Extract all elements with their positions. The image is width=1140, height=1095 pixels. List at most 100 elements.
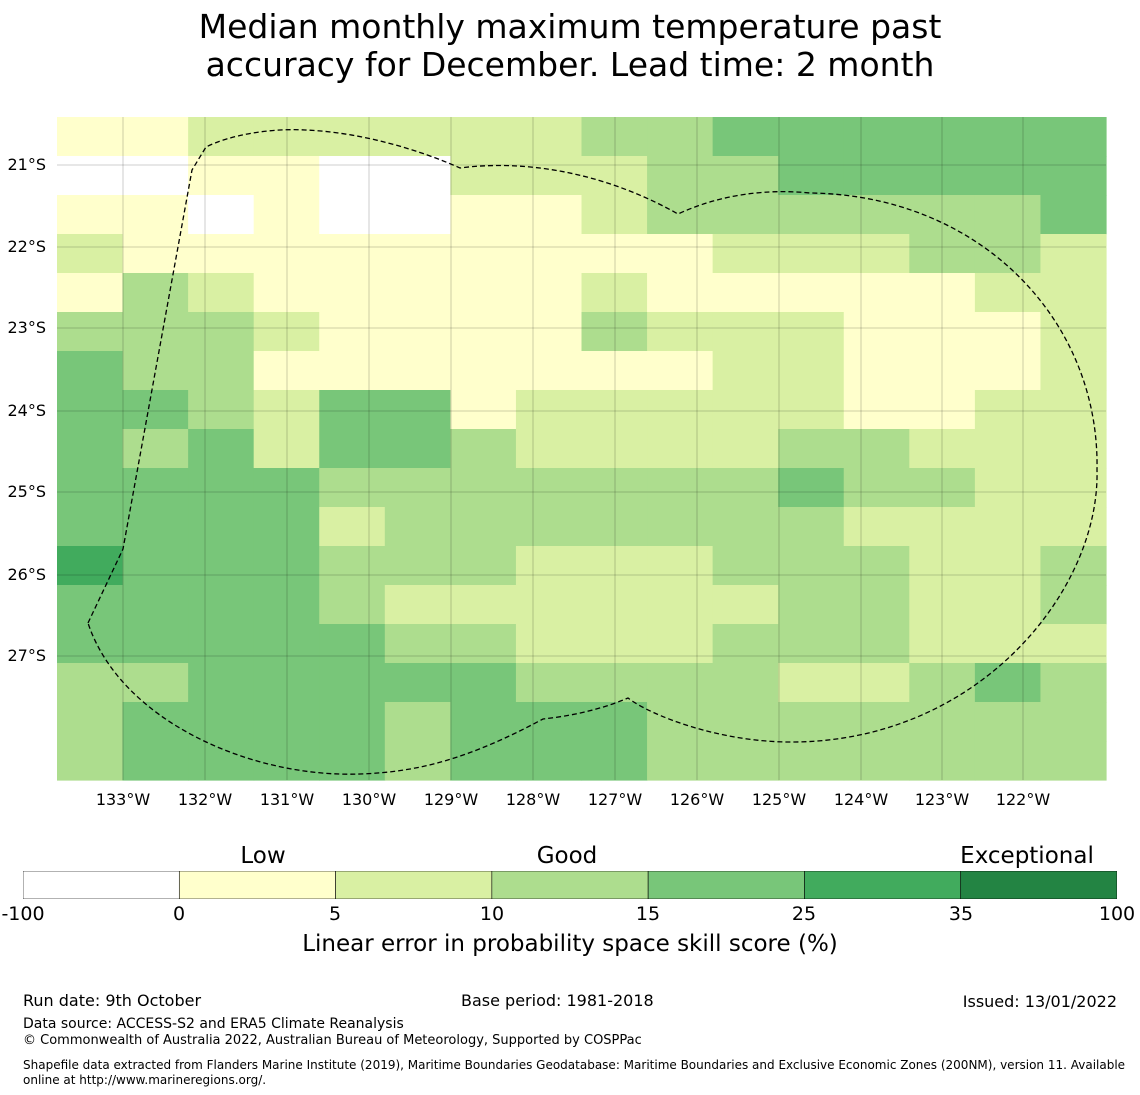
skill-cell [384, 585, 451, 625]
skill-cell [712, 195, 779, 235]
skill-cell [843, 195, 910, 235]
skill-cell [450, 273, 517, 313]
skill-cell [515, 351, 583, 391]
lon-label: 129°W [423, 790, 479, 809]
skill-cell [57, 741, 124, 781]
skill-cell [647, 507, 714, 547]
skill-cell [1040, 546, 1107, 586]
lon-label: 122°W [995, 790, 1051, 809]
skill-cell [974, 507, 1042, 547]
skill-cell [1040, 624, 1107, 664]
skill-cell [909, 273, 976, 313]
skill-cell [647, 156, 714, 196]
skill-cell [909, 195, 976, 235]
colorbar-tick: 10 [479, 903, 505, 925]
skill-cell [253, 195, 320, 235]
title-line-1: Median monthly maximum temperature past [198, 7, 942, 46]
skill-cell [647, 195, 714, 235]
skill-cell [909, 468, 976, 508]
skill-map [57, 117, 1107, 781]
skill-cell [515, 468, 583, 508]
skill-cell [909, 390, 976, 430]
skill-cell [188, 507, 255, 547]
skill-cell [778, 663, 845, 703]
skill-cell [909, 507, 976, 547]
skill-cell [712, 585, 779, 625]
skill-cell [57, 663, 124, 703]
lat-label: 26°S [7, 565, 46, 584]
skill-cell [778, 624, 845, 664]
skill-cell [1040, 663, 1107, 703]
skill-cell [319, 663, 386, 703]
skill-cell [57, 468, 124, 508]
skill-cell [253, 468, 320, 508]
lon-label: 126°W [669, 790, 725, 809]
skill-cell [581, 234, 648, 274]
skill-cell [57, 273, 124, 313]
colorbar-tick: 100 [1098, 903, 1136, 925]
data-source: Data source: ACCESS-S2 and ERA5 Climate … [23, 1016, 404, 1032]
colorbar-tick: -100 [1, 903, 45, 925]
skill-cell [515, 390, 583, 430]
skill-cell [253, 624, 320, 664]
skill-cell [319, 117, 386, 157]
skill-cell [843, 585, 910, 625]
skill-cell [122, 741, 189, 781]
skill-cell [122, 585, 189, 625]
skill-cell [843, 117, 910, 157]
skill-cell [384, 195, 451, 235]
skill-cell [778, 195, 845, 235]
skill-cell [515, 624, 583, 664]
skill-cell [712, 273, 779, 313]
lat-label: 27°S [7, 646, 46, 665]
skill-cell [909, 663, 976, 703]
skill-cell [974, 663, 1042, 703]
skill-cell [909, 585, 976, 625]
skill-cell [450, 351, 517, 391]
skill-cell [647, 546, 714, 586]
skill-cell [319, 156, 386, 196]
lon-label: 127°W [587, 790, 643, 809]
skill-cell [319, 312, 386, 352]
skill-cell [450, 702, 517, 742]
skill-cell [581, 702, 648, 742]
skill-cell [188, 624, 255, 664]
skill-cell [384, 468, 451, 508]
skill-cell [57, 624, 124, 664]
skill-cell [1040, 234, 1107, 274]
shapefile-credit: Shapefile data extracted from Flanders M… [23, 1058, 1126, 1087]
skill-cell [974, 702, 1042, 742]
skill-cell [909, 546, 976, 586]
skill-cell [319, 546, 386, 586]
skill-cell [647, 741, 714, 781]
skill-cell [319, 624, 386, 664]
skill-cell [647, 624, 714, 664]
skill-cell [581, 195, 648, 235]
colorbar-category-low: Low [240, 843, 286, 869]
skill-cell [778, 702, 845, 742]
skill-cell [1040, 390, 1107, 430]
copyright: © Commonwealth of Australia 2022, Austra… [23, 1033, 642, 1048]
skill-cell [188, 351, 255, 391]
colorbar-tick: 5 [328, 903, 342, 925]
skill-cell [647, 429, 714, 469]
skill-cell [188, 273, 255, 313]
skill-cell [188, 741, 255, 781]
skill-grid-cells [57, 117, 1107, 781]
colorbar-tick: 0 [172, 903, 186, 925]
skill-cell [122, 390, 189, 430]
skill-cell [253, 390, 320, 430]
skill-cell [450, 663, 517, 703]
skill-cell [647, 273, 714, 313]
skill-cell [515, 663, 583, 703]
skill-cell [188, 156, 255, 196]
skill-cell [974, 312, 1042, 352]
skill-cell [909, 117, 976, 157]
skill-cell [712, 546, 779, 586]
colorbar-segment [23, 871, 180, 899]
skill-cell [843, 663, 910, 703]
lon-label: 131°W [259, 790, 315, 809]
skill-cell [581, 312, 648, 352]
skill-cell [581, 273, 648, 313]
skill-cell [384, 234, 451, 274]
